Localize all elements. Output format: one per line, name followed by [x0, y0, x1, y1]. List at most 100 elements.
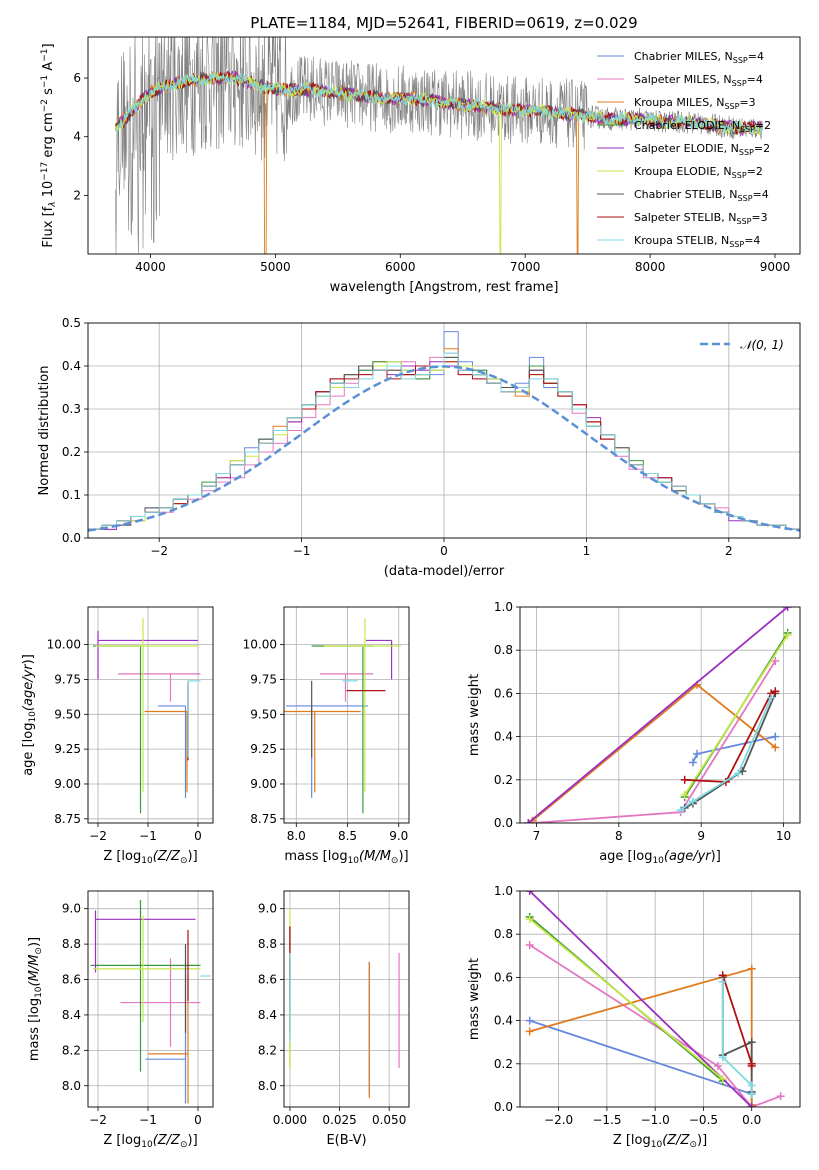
- weight-marker-salpeter_elodie: [783, 607, 792, 611]
- y-tick-label: 0.0: [494, 816, 513, 830]
- y-tick-label: 0.5: [62, 316, 81, 330]
- x-axis-label: Z [log10(Z/Z⊙)]: [613, 1133, 707, 1150]
- errorbar-kroupa_miles: [284, 710, 361, 793]
- weight-marker-kroupa_stelib: [718, 1053, 727, 1062]
- weight-marker-kroupa_miles: [747, 964, 756, 973]
- axes-frame: [283, 606, 410, 824]
- x-axis-label: Z [log10(Z/Z⊙)]: [103, 1133, 197, 1150]
- y-tick-label: 9.0: [62, 902, 81, 916]
- panel-age_vs_Z: −2 −1 0 8.75 9.00 9.25 9.50 9.75 10.00 Z [log10(Z…: [21, 606, 214, 866]
- x-axis-label: (data-model)/error: [384, 564, 505, 579]
- y-tick-label: 8.75: [54, 812, 81, 826]
- residuals-plot-area: [88, 323, 800, 538]
- y-tick-label: 9.0: [258, 902, 277, 916]
- weight-marker-salpeter_stelib: [680, 775, 689, 784]
- legend-label: Chabrier MILES, NSSP=4: [634, 50, 764, 65]
- age_vs_mass-plot-area: [284, 607, 409, 823]
- panel-residuals: −2 −1 0 1 2 0.0 0.1 0.2 0.3 0.4 0.5 (data-model)/er…: [37, 316, 801, 579]
- figure-title: PLATE=1184, MJD=52641, FIBERID=0619, z=0…: [250, 14, 637, 32]
- panel-weight_vs_age: 7 8 9 10 0.0 0.2 0.4 0.6 0.8 1.0 age [log10(age/yr…: [467, 600, 801, 866]
- weight-marker-kroupa_elodie: [680, 790, 689, 799]
- weight-line-kroupa_stelib: [680, 697, 773, 811]
- x-tick-label: −1: [139, 1113, 157, 1127]
- spectrum-plot-area: [115, 37, 763, 254]
- errorbar-chabrier_elodie: [90, 899, 201, 1072]
- mass_vs_ebv-plot-area: [284, 891, 409, 1107]
- axes-frame: [519, 606, 801, 824]
- weight-marker-salpeter_miles: [771, 657, 780, 665]
- errorbar-chabrier_miles: [158, 705, 187, 798]
- panel-mass_vs_ebv: 0.000 0.025 0.050 8.0 8.2 8.4 8.6 8.8 9.0 E(B-V): [258, 890, 410, 1148]
- errorbar-kroupa_elodie: [93, 915, 201, 1023]
- y-tick-label: 8.0: [62, 1079, 81, 1093]
- x-axis-label: Z [log10(Z/Z⊙)]: [103, 849, 197, 866]
- y-tick-label: 0.4: [494, 1014, 513, 1028]
- y-tick-label: 8.4: [62, 1008, 81, 1022]
- weight-line-kroupa_stelib: [721, 981, 753, 1094]
- weight-marker-kroupa_stelib: [718, 977, 727, 986]
- y-tick-label: 8.6: [258, 973, 277, 987]
- x-tick-label: 5000: [260, 260, 291, 274]
- weight-marker-kroupa_stelib: [747, 1090, 756, 1099]
- x-tick-label: 0: [440, 544, 448, 558]
- weight-marker-kroupa_miles: [525, 1027, 534, 1036]
- x-axis-label: age [log10(age/yr)]: [599, 849, 721, 866]
- y-tick-label: 0.3: [62, 402, 81, 416]
- x-tick-label: 0.050: [372, 1113, 406, 1127]
- x-tick-label: 9: [697, 829, 705, 843]
- weight-marker-chabrier_miles: [688, 758, 697, 767]
- x-tick-label: 8.5: [338, 829, 357, 843]
- y-axis-label: mass weight: [467, 958, 482, 1040]
- y-tick-label: 10.00: [47, 638, 81, 652]
- axes-frame: [87, 890, 214, 1108]
- weight-marker-chabrier_stelib: [747, 1038, 756, 1047]
- y-tick-label: 9.50: [250, 707, 277, 721]
- axes-frame: [283, 890, 410, 1108]
- y-tick-label: 9.75: [250, 672, 277, 686]
- panel-weight_vs_Z: −2.0 −1.5 −1.0 −0.5 0.0 0.0 0.2 0.4 0.6 0.8 1.0 Z […: [467, 884, 801, 1150]
- x-tick-label: −1: [139, 829, 157, 843]
- y-tick-label: 8.2: [62, 1043, 81, 1057]
- weight-marker-salpeter_miles: [713, 1061, 722, 1070]
- y-tick-label: 0.6: [494, 970, 513, 984]
- axes-frame: [87, 36, 801, 255]
- y-tick-label: 0.8: [494, 927, 513, 941]
- x-tick-label: 9000: [760, 260, 791, 274]
- x-tick-label: −1.5: [592, 1113, 621, 1127]
- weight-marker-salpeter_elodie: [524, 819, 533, 823]
- errorbar-salpeter_miles: [118, 673, 201, 702]
- weight-marker-kroupa_elodie: [718, 1074, 727, 1083]
- x-tick-label: −2: [150, 544, 168, 558]
- errorbar-kroupa_miles: [144, 710, 188, 793]
- y-tick-label: 9.00: [54, 777, 81, 791]
- x-tick-label: −2: [89, 829, 107, 843]
- weight-marker-kroupa_stelib: [688, 797, 697, 806]
- y-tick-label: 0.4: [62, 359, 81, 373]
- y-tick-label: 8.8: [258, 937, 277, 951]
- weight-marker-kroupa_elodie: [783, 631, 792, 640]
- weight-line-chabrier_stelib: [684, 693, 777, 809]
- weight-marker-kroupa_stelib: [747, 1081, 756, 1090]
- legend-label: Chabrier ELODIE, NSSP=2: [634, 119, 771, 134]
- y-tick-label: 8.8: [62, 937, 81, 951]
- spectrum-data-line: [115, 37, 763, 254]
- weight-marker-kroupa_miles: [771, 743, 780, 752]
- weight-marker-salpeter_elodie: [525, 891, 534, 895]
- legend-label: Salpeter MILES, NSSP=4: [634, 73, 763, 88]
- x-tick-label: −2: [89, 1113, 107, 1127]
- errorbar-salpeter_elodie: [94, 910, 196, 973]
- weight-marker-salpeter_stelib: [747, 1061, 756, 1070]
- x-tick-label: 8000: [635, 260, 666, 274]
- weight-marker-salpeter_miles: [525, 941, 534, 949]
- panel-spectrum: 4000 5000 6000 7000 8000 9000 2 4 6 wavelength [A…: [40, 36, 801, 295]
- y-tick-label: 8.2: [258, 1043, 277, 1057]
- model-spectrum-kroupa_elodie: [115, 72, 763, 254]
- weight-line-salpeter_elodie: [529, 891, 753, 1107]
- errorbar-salpeter_elodie: [97, 630, 198, 680]
- weight-marker-salpeter_miles: [776, 1092, 785, 1101]
- x-tick-label: 0.025: [322, 1113, 356, 1127]
- x-tick-label: −1: [293, 544, 311, 558]
- y-tick-label: 9.25: [54, 742, 81, 756]
